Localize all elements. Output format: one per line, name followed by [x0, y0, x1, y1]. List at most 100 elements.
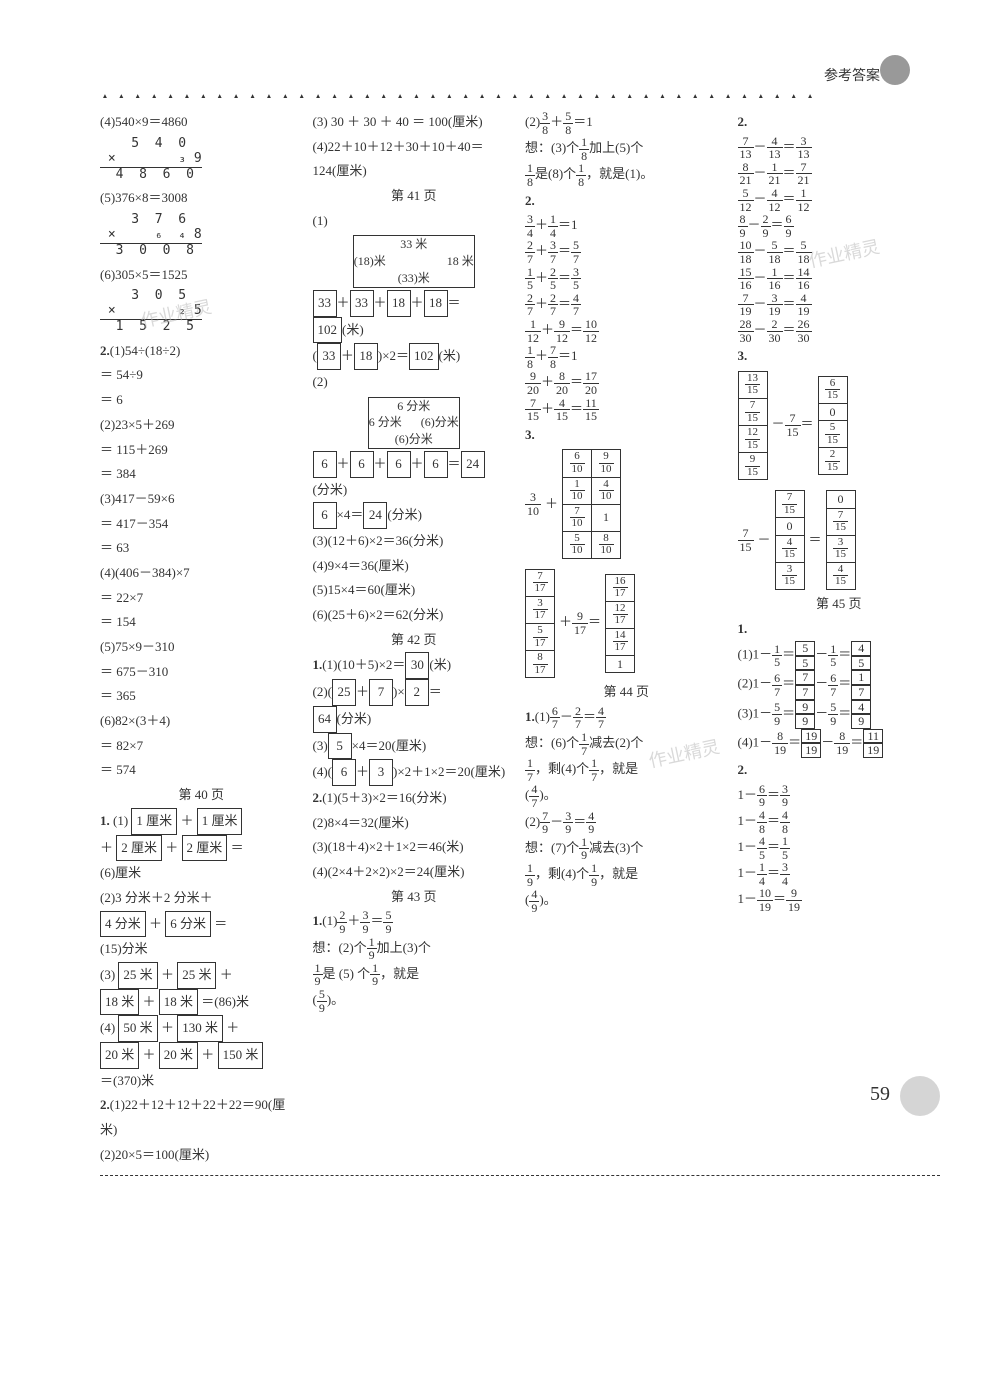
- box-value: 33: [313, 290, 337, 317]
- op: ＋: [161, 967, 174, 982]
- item: (5)75×9－310: [100, 635, 303, 660]
- grid-block: 717317517817 ＋917＝ 1617121714171: [525, 567, 728, 680]
- think-text: ，就是: [380, 966, 419, 981]
- boxed-eq: (4)1－819＝1919－819＝1119: [738, 729, 941, 758]
- box-value: 25 米: [118, 962, 157, 989]
- box-value: 64: [313, 706, 337, 733]
- item: (1): [113, 813, 128, 828]
- op: )×: [393, 684, 405, 699]
- box-value: 6: [313, 451, 337, 478]
- box-value: 6: [387, 451, 411, 478]
- fraction-grid: 0715315415: [826, 490, 856, 590]
- fraction-eq: 1－69＝39: [738, 783, 941, 809]
- box-value: 150 米: [218, 1042, 264, 1069]
- item: ＝ 115＋269: [100, 438, 303, 463]
- box-value: 6: [350, 451, 374, 478]
- item: (1): [535, 709, 550, 724]
- op: ＝: [429, 684, 442, 699]
- grid-block: 13157151215915 －715＝ 6150515215: [738, 369, 941, 482]
- think-text: 想：(2)个: [313, 940, 367, 955]
- box-value: 3: [369, 759, 393, 786]
- fraction-eq: 719－319＝419: [738, 292, 941, 318]
- box-value: 20 米: [100, 1042, 139, 1069]
- item: (6)305×5＝1525: [100, 263, 303, 288]
- think-text: ，就是: [599, 866, 638, 881]
- column-2: (3) 30 ＋ 30 ＋ 40 ＝ 100(厘米) (4)22＋10＋12＋3…: [313, 110, 516, 1167]
- think-text: 减去(2)个: [589, 735, 643, 750]
- item: (1)(5＋3)×2＝16(分米): [322, 790, 446, 805]
- fraction-eq: 1－45＝15: [738, 835, 941, 861]
- fraction-eq: 1－48＝48: [738, 809, 941, 835]
- fraction-eq: 27＋27＝47: [525, 292, 728, 318]
- item: (1)54÷(18÷2): [110, 343, 181, 358]
- section-label: 3.: [738, 348, 748, 363]
- box-value: 18: [354, 343, 378, 370]
- graduate-icon: [880, 55, 910, 85]
- section-label: 2.: [525, 193, 535, 208]
- item: )。: [539, 892, 556, 907]
- think-text: 减去(3)个: [589, 840, 643, 855]
- op: ＋: [100, 840, 113, 855]
- item: ＝ 365: [100, 684, 303, 709]
- fraction-grid: 6150515215: [818, 376, 848, 476]
- unit: (分米): [337, 711, 372, 726]
- think-text: ，就是(1)。: [586, 166, 653, 181]
- item: (4): [100, 1020, 115, 1035]
- fraction-eq: 920＋820＝1720: [525, 370, 728, 396]
- item: (15)分米: [100, 937, 303, 962]
- fraction-eq-list: 1－69＝391－48＝481－45＝151－14＝341－1019＝919: [738, 783, 941, 914]
- fraction-eq: 89－29＝69: [738, 213, 941, 239]
- box-value: 33: [317, 343, 341, 370]
- box-value: 20 米: [159, 1042, 198, 1069]
- section-label: 1.: [525, 709, 535, 724]
- item: (3) 30 ＋ 30 ＋ 40 ＝ 100(厘米): [313, 110, 516, 135]
- fraction-eq: 1－14＝34: [738, 861, 941, 887]
- box-value: 6 分米: [165, 911, 211, 938]
- think-text: 是 (5) 个: [323, 966, 371, 981]
- box-value: 2 厘米: [116, 835, 162, 862]
- item: (5)15×4＝60(厘米): [313, 578, 516, 603]
- section-label: 1.: [738, 621, 748, 636]
- fraction-grid: 13157151215915: [738, 371, 768, 480]
- op: ＋: [165, 840, 178, 855]
- section-label: 3.: [525, 427, 535, 442]
- fraction-eq: 18＋78＝1: [525, 344, 728, 370]
- column-4: 2. 713－413＝313821－121＝721512－412＝11289－2…: [738, 110, 941, 1167]
- unit: (米): [342, 322, 364, 337]
- item: (2)23×5＋269: [100, 413, 303, 438]
- op: ＋: [201, 1047, 214, 1062]
- page-ref: 第 42 页: [313, 628, 516, 653]
- item: ＝ 6: [100, 388, 303, 413]
- fraction-grid: 717317517817: [525, 569, 555, 678]
- item: ＝ 82×7: [100, 734, 303, 759]
- item: (3): [313, 738, 328, 753]
- page-ref: 第 40 页: [100, 783, 303, 808]
- item: (2)(: [313, 684, 333, 699]
- box-value: 33: [350, 290, 374, 317]
- item: ×4＝20(厘米): [352, 738, 427, 753]
- column-3: (2)38＋58＝1 想：(3)个18加上(5)个 18是(8)个18，就是(1…: [525, 110, 728, 1167]
- fraction-eq: 34＋14＝1: [525, 213, 728, 239]
- fraction-eq: 821－121＝721: [738, 161, 941, 187]
- box-value: 1 厘米: [131, 808, 177, 835]
- fraction-eq: 1516－116＝1416: [738, 266, 941, 292]
- think-text: ，剩(4)个: [535, 761, 589, 776]
- section-label: 2.: [100, 343, 110, 358]
- op: ＝: [214, 916, 227, 931]
- item: (2): [525, 814, 540, 829]
- item: (2)20×5＝100(厘米): [100, 1143, 303, 1168]
- grid-block: 310 ＋ 6109101104107101510810: [525, 447, 728, 560]
- decor-line: ▲ ▲ ▲ ▲ ▲ ▲ ▲ ▲ ▲ ▲ ▲ ▲ ▲ ▲ ▲ ▲ ▲ ▲ ▲ ▲ …: [100, 92, 890, 98]
- box-value: 102: [409, 343, 439, 370]
- unit: (米): [439, 348, 461, 363]
- box-value: 102: [313, 317, 343, 344]
- section-label: 2.: [738, 114, 748, 129]
- item: (6)厘米: [100, 861, 303, 886]
- page-ref: 第 43 页: [313, 885, 516, 910]
- box-value: 130 米: [177, 1015, 223, 1042]
- box-value: 25: [332, 679, 356, 706]
- item: ＝ 63: [100, 536, 303, 561]
- box-value: 6: [313, 502, 337, 529]
- item: (3)(12＋6)×2＝36(分米): [313, 529, 516, 554]
- section-label: 1.: [100, 813, 110, 828]
